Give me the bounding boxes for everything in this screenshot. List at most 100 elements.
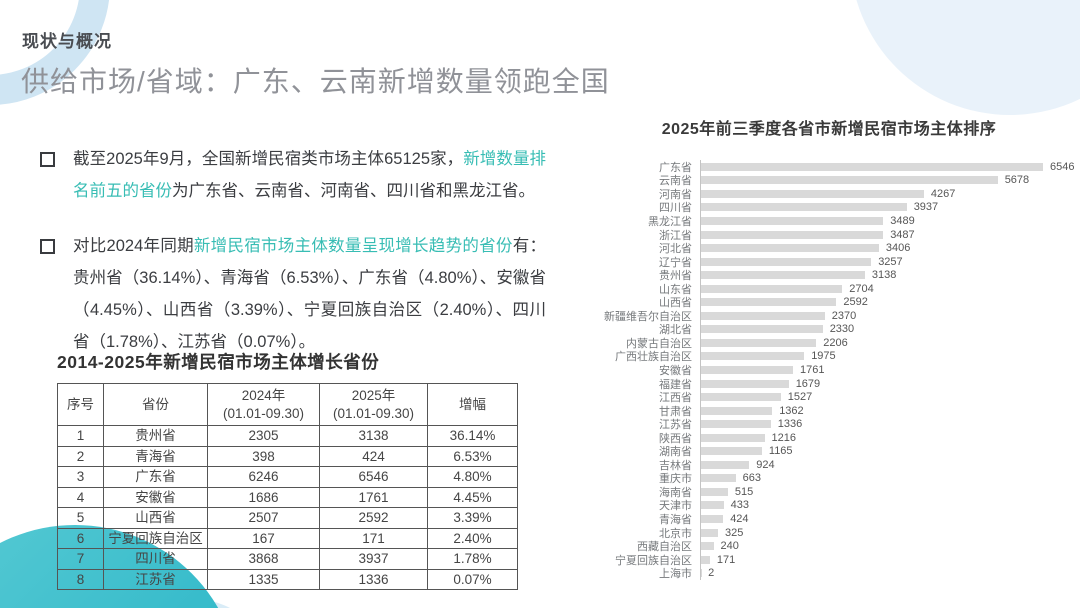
table-row: 8 江苏省 1335 1336 0.07%	[57, 568, 518, 590]
table-cell: 7	[57, 548, 104, 570]
table-cell: 6246	[207, 466, 320, 488]
bar	[701, 176, 998, 185]
bar-track: 663	[700, 471, 1068, 486]
bar-track: 3138	[700, 268, 1068, 282]
bar	[701, 447, 762, 456]
category-label: 广东省	[659, 161, 692, 174]
bar-track: 5678	[700, 173, 1068, 188]
column-header: 省份	[103, 383, 208, 426]
category-label: 西藏自治区	[637, 541, 692, 554]
table-cell: 6	[57, 527, 104, 549]
table-cell: 安徽省	[103, 486, 208, 508]
bar	[701, 162, 1043, 171]
bar-track: 424	[700, 512, 1068, 526]
value-label: 924	[756, 458, 775, 471]
bar-track: 1336	[700, 417, 1068, 431]
key-points-list: 截至2025年9月，全国新增民宿类市场主体65125家，新增数量排名前五的省份为…	[38, 143, 546, 381]
category-label: 新疆维吾尔自治区	[604, 310, 692, 323]
category-label: 云南省	[659, 175, 692, 188]
bar-track: 924	[700, 458, 1068, 472]
table-cell: 3138	[319, 425, 428, 447]
table-cell: 1761	[319, 486, 428, 508]
bar	[701, 352, 805, 361]
bar	[701, 406, 773, 415]
category-label: 上海市	[659, 568, 692, 581]
category-label: 山东省	[659, 283, 692, 296]
value-label: 2704	[849, 282, 874, 295]
table-cell: 青海省	[103, 445, 208, 467]
bar	[701, 528, 718, 537]
category-label: 黑龙江省	[648, 215, 692, 228]
value-label: 1216	[771, 431, 796, 444]
value-label: 515	[734, 485, 754, 498]
category-label: 河南省	[659, 188, 692, 201]
table-cell: 宁夏回族自治区	[103, 527, 208, 549]
page-title: 供给市场/省域：广东、云南新增数量领跑全国	[21, 66, 610, 97]
value-label: 1761	[800, 363, 825, 376]
value-label: 1336	[777, 418, 803, 431]
value-label: 1975	[811, 350, 836, 363]
bar-track: 1216	[700, 430, 1068, 445]
category-label: 陕西省	[659, 432, 692, 445]
bar-track: 2704	[700, 281, 1068, 296]
bar-track: 2330	[700, 322, 1068, 337]
value-label: 3138	[871, 269, 897, 282]
category-label: 辽宁省	[659, 256, 692, 269]
category-label: 安徽省	[659, 364, 692, 377]
column-header: 增幅	[427, 383, 518, 426]
table-cell: 1	[57, 425, 104, 447]
table-cell: 6.53%	[427, 445, 518, 467]
value-label: 5678	[1004, 174, 1030, 187]
value-label: 3489	[890, 214, 915, 227]
table-cell: 广东省	[103, 466, 208, 488]
bar-track: 2	[700, 566, 1068, 580]
category-label: 山西省	[659, 297, 692, 310]
table-cell: 1.78%	[427, 548, 518, 570]
value-label: 1679	[795, 377, 821, 390]
bar-track: 515	[700, 485, 1068, 499]
bar	[701, 501, 724, 510]
chart-row: 甘肃省 1362	[590, 403, 1068, 418]
bar-track: 3937	[700, 200, 1068, 215]
table-cell: 2592	[319, 507, 428, 529]
chart-row: 安徽省 1761	[590, 363, 1068, 377]
category-label: 浙江省	[659, 229, 692, 242]
value-label: 3937	[913, 201, 939, 214]
value-label: 2370	[831, 309, 857, 322]
bar	[701, 203, 907, 212]
decorative-light-circle-top-right	[850, 0, 1080, 115]
bar-track: 240	[700, 539, 1068, 553]
table-cell: 山西省	[103, 507, 208, 529]
table-cell: 0.07%	[427, 568, 518, 590]
table-row: 5 山西省 2507 2592 3.39%	[57, 507, 518, 529]
chart-row: 云南省 5678	[590, 173, 1068, 188]
chart-row: 辽宁省 3257	[590, 254, 1068, 269]
chart-row: 吉林省 924	[590, 458, 1068, 472]
table-cell: 贵州省	[103, 425, 208, 447]
bar	[701, 420, 771, 429]
chart-row: 西藏自治区 240	[590, 539, 1068, 553]
table-cell: 2507	[207, 507, 320, 529]
value-label: 1165	[768, 445, 793, 458]
value-label: 3487	[890, 228, 915, 241]
chart-row: 陕西省 1216	[590, 430, 1068, 445]
bullet-item: 截至2025年9月，全国新增民宿类市场主体65125家，新增数量排名前五的省份为…	[38, 143, 546, 207]
bar	[701, 271, 865, 280]
value-label: 2592	[843, 296, 868, 309]
bar-track: 2370	[700, 309, 1068, 323]
table-cell: 1686	[207, 486, 320, 508]
category-label: 内蒙古自治区	[626, 337, 692, 350]
chart-row: 河北省 3406	[590, 241, 1068, 255]
chart-row: 江西省 1527	[590, 390, 1068, 404]
bar	[701, 379, 789, 388]
table-row: 2 青海省 398 424 6.53%	[57, 445, 518, 467]
table-cell: 1336	[319, 568, 428, 590]
table-cell: 424	[319, 445, 428, 467]
bar	[701, 338, 817, 347]
chart-row: 重庆市 663	[590, 471, 1068, 486]
value-label: 663	[742, 472, 761, 485]
category-label: 甘肃省	[659, 405, 692, 418]
table-cell: 3	[57, 466, 104, 488]
table-cell: 4.80%	[427, 466, 518, 488]
